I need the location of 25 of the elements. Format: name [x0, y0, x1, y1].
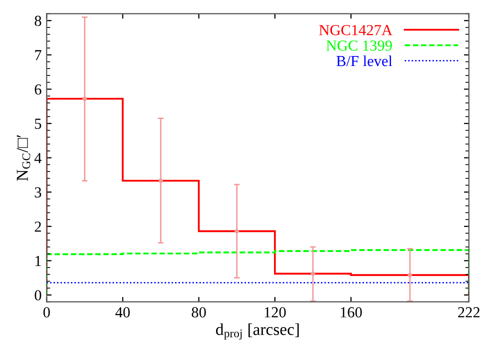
x-tick-label: 40	[115, 307, 130, 318]
y-tick-label: 6	[34, 84, 42, 95]
y-tick-label: 2	[34, 222, 41, 232]
point	[158, 178, 164, 184]
y-axis-title: N$_{GC}$/□′	[16, 135, 30, 181]
x-tick-label: 0	[43, 307, 50, 318]
y-tick-label: 5	[35, 118, 42, 129]
point	[234, 228, 240, 234]
y-tick-label: 7	[35, 50, 42, 60]
legend-label: B/F level	[336, 55, 392, 66]
y-tick-label: 0	[34, 290, 42, 300]
y-tick-label: 1	[35, 256, 41, 266]
y-tick-label: 4	[34, 153, 42, 164]
legend-label: NGC1427A	[319, 24, 392, 36]
legend-label: NGC 1399	[326, 40, 392, 51]
y-tick-label: 3	[34, 187, 42, 198]
x-tick-label: 80	[192, 307, 206, 318]
x-tick-label: 120	[264, 307, 286, 318]
y-tick-label: 8	[34, 16, 42, 26]
point	[82, 96, 87, 102]
x-tick-label: 160	[340, 307, 362, 318]
x-tick-label: 222	[458, 307, 480, 318]
x-axis-title: d$_{proj}$ [arcsec]	[216, 323, 299, 340]
point	[310, 271, 316, 276]
point	[408, 272, 412, 278]
